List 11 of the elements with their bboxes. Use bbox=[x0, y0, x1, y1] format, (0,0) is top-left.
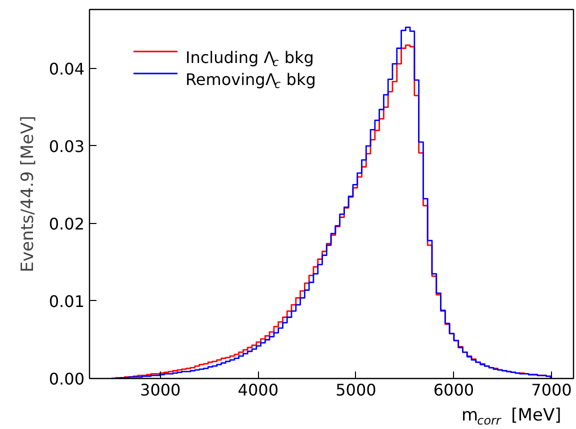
x-tick-label: 6000 bbox=[433, 380, 474, 400]
y-tick-label: 0.03 bbox=[48, 136, 84, 156]
x-tick-label: 3000 bbox=[140, 380, 181, 400]
y-tick-label: 0.00 bbox=[48, 370, 84, 388]
y-tick-label: 0.04 bbox=[48, 59, 84, 78]
x-tick-label: 5000 bbox=[336, 380, 376, 400]
x-tick-label: 7000 bbox=[531, 380, 572, 400]
y-tick-label: 0.02 bbox=[48, 214, 84, 234]
y-axis-title: Events/44.9 [MeV] bbox=[18, 116, 38, 272]
x-tick-label: 4000 bbox=[238, 380, 279, 400]
y-tick-label: 0.01 bbox=[48, 292, 84, 311]
